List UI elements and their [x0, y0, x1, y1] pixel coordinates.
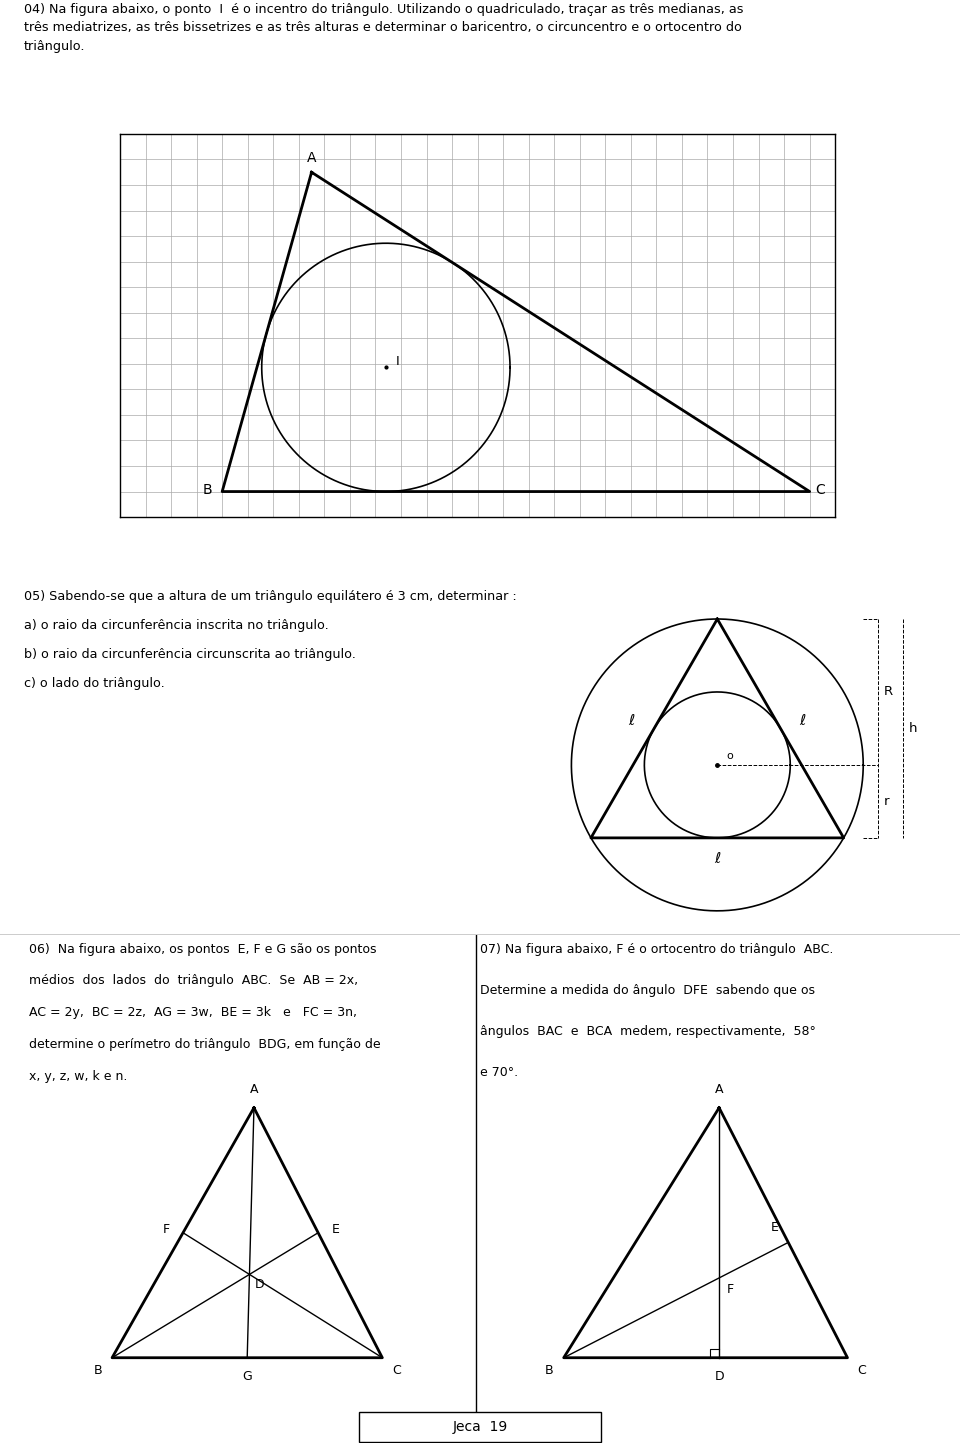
Text: I: I	[396, 355, 400, 368]
Text: e 70°.: e 70°.	[480, 1066, 518, 1079]
Text: $\ell$: $\ell$	[799, 713, 806, 728]
Text: B: B	[545, 1364, 554, 1377]
Text: b) o raio da circunferência circunscrita ao triângulo.: b) o raio da circunferência circunscrita…	[24, 648, 356, 661]
Text: h: h	[909, 722, 918, 735]
Text: E: E	[770, 1221, 779, 1234]
Text: C: C	[815, 483, 825, 497]
Text: 07) Na figura abaixo, F é o ortocentro do triângulo  ABC.: 07) Na figura abaixo, F é o ortocentro d…	[480, 942, 833, 956]
Text: F: F	[162, 1222, 170, 1235]
Text: E: E	[331, 1222, 340, 1235]
Text: A: A	[307, 151, 317, 165]
Text: D: D	[714, 1370, 724, 1383]
Text: triângulo.: triângulo.	[24, 39, 85, 52]
Text: AC = 2y,  BC = 2z,  AG = 3w,  BE = 3k   e   FC = 3n,: AC = 2y, BC = 2z, AG = 3w, BE = 3k e FC …	[29, 1006, 357, 1019]
Text: $\ell$: $\ell$	[629, 713, 636, 728]
Text: r: r	[883, 795, 889, 808]
Text: F: F	[728, 1283, 734, 1296]
Text: 04) Na figura abaixo, o ponto  I  é o incentro do triângulo. Utilizando o quadri: 04) Na figura abaixo, o ponto I é o ince…	[24, 3, 743, 16]
Text: G: G	[242, 1370, 252, 1383]
FancyBboxPatch shape	[359, 1412, 601, 1441]
Text: ângulos  BAC  e  BCA  medem, respectivamente,  58°: ângulos BAC e BCA medem, respectivamente…	[480, 1025, 816, 1038]
Text: Jeca  19: Jeca 19	[452, 1420, 508, 1434]
Text: médios  dos  lados  do  triângulo  ABC.  Se  AB = 2x,: médios dos lados do triângulo ABC. Se AB…	[29, 974, 358, 987]
Text: C: C	[857, 1364, 866, 1377]
Text: $\ell$: $\ell$	[713, 851, 721, 867]
Text: D: D	[254, 1277, 265, 1290]
Text: A: A	[250, 1083, 258, 1096]
Text: a) o raio da circunferência inscrita no triângulo.: a) o raio da circunferência inscrita no …	[24, 619, 328, 632]
Text: determine o perímetro do triângulo  BDG, em função de: determine o perímetro do triângulo BDG, …	[29, 1038, 380, 1051]
Text: três mediatrizes, as três bissetrizes e as três alturas e determinar o baricentr: três mediatrizes, as três bissetrizes e …	[24, 22, 742, 35]
Text: Determine a medida do ângulo  DFE  sabendo que os: Determine a medida do ângulo DFE sabendo…	[480, 983, 815, 996]
Text: 06)  Na figura abaixo, os pontos  E, F e G são os pontos: 06) Na figura abaixo, os pontos E, F e G…	[29, 942, 376, 956]
Text: 05) Sabendo-se que a altura de um triângulo equilátero é 3 cm, determinar :: 05) Sabendo-se que a altura de um triâng…	[24, 590, 516, 603]
Text: A: A	[715, 1083, 724, 1096]
Text: c) o lado do triângulo.: c) o lado do triângulo.	[24, 677, 165, 690]
Text: R: R	[883, 686, 893, 699]
Text: B: B	[203, 483, 212, 497]
Text: x, y, z, w, k e n.: x, y, z, w, k e n.	[29, 1070, 127, 1083]
Text: C: C	[393, 1364, 401, 1377]
Text: B: B	[93, 1364, 102, 1377]
Text: o: o	[726, 751, 732, 761]
